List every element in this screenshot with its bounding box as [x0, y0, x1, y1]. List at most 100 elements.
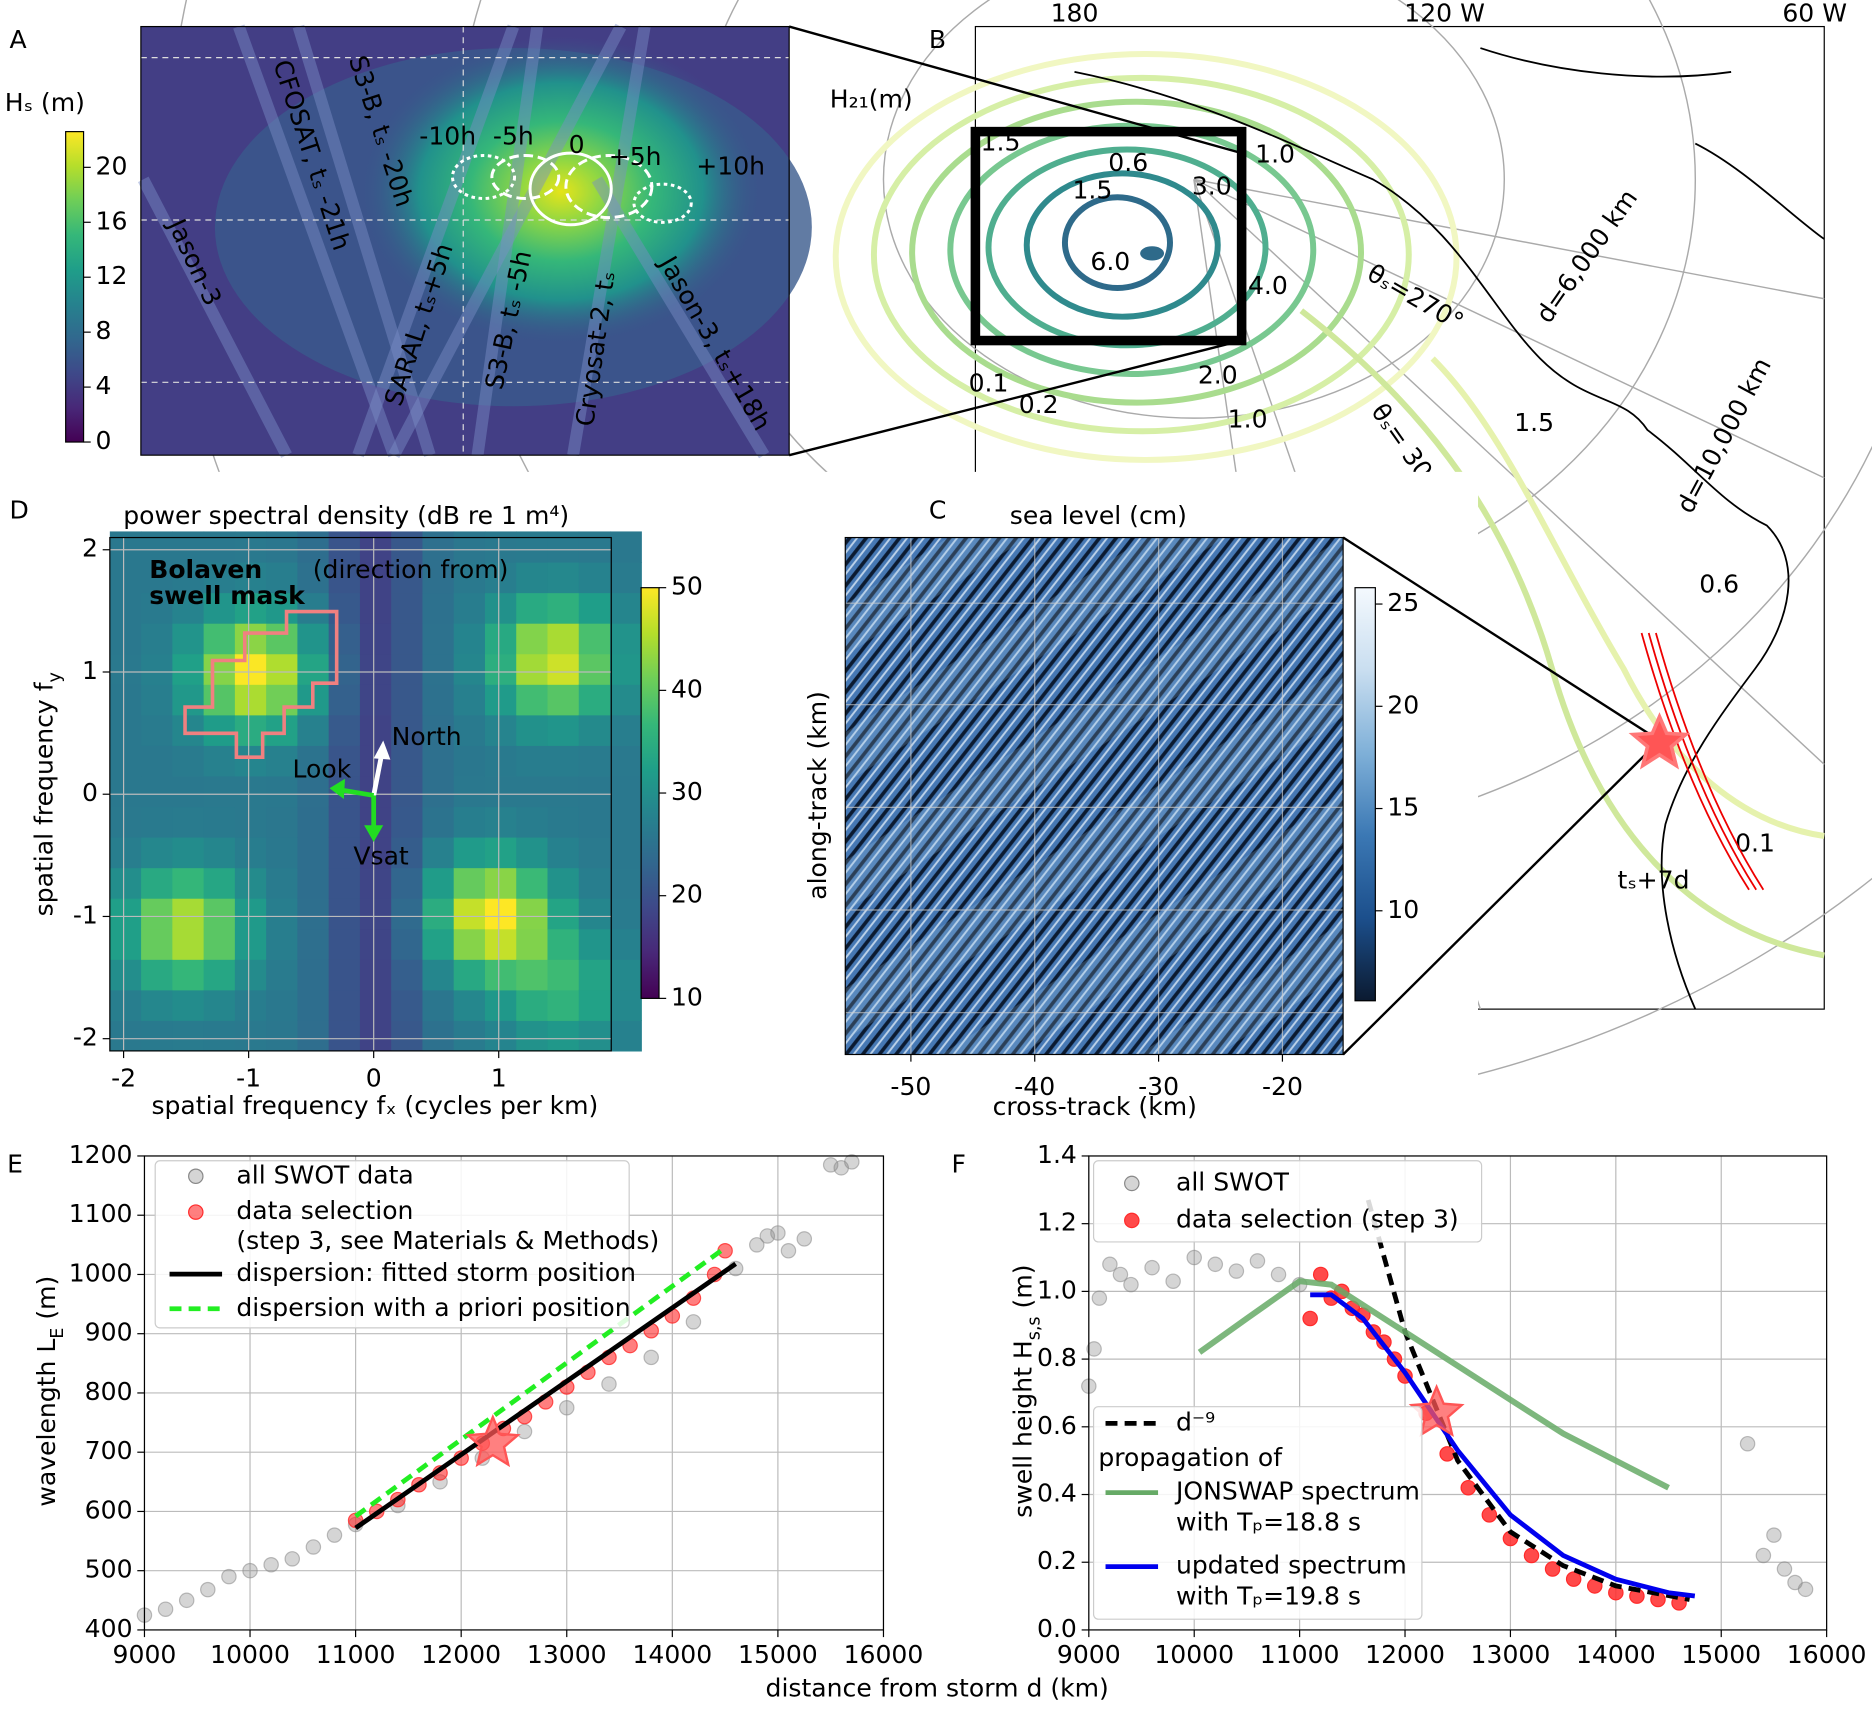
contour-label: 4.0 — [1248, 271, 1288, 300]
data-point — [749, 1237, 765, 1253]
x-tick-label: 15000 — [738, 1640, 818, 1669]
heatmap-cell — [359, 531, 392, 563]
heatmap-cell — [328, 745, 361, 777]
heatmap-cell — [547, 561, 580, 594]
data-line — [1310, 1292, 1696, 1599]
heatmap-cell — [578, 806, 611, 838]
y-tick-label: 1.4 — [1037, 1140, 1077, 1169]
heatmap-cell — [234, 898, 267, 930]
heatmap-cell — [610, 928, 642, 960]
legend-label: dispersion with a priori position — [236, 1293, 630, 1322]
y-tick-label: 1.0 — [1037, 1275, 1077, 1304]
heatmap-cell — [391, 989, 424, 1021]
data-point — [1544, 1561, 1561, 1577]
arrow-head — [364, 825, 384, 842]
y-tick-label: 900 — [85, 1318, 133, 1347]
heatmap-cell — [453, 714, 486, 746]
data-point — [1086, 1341, 1102, 1357]
heatmap-cell — [484, 837, 517, 869]
data-point — [601, 1376, 617, 1392]
heatmap-cell — [172, 653, 205, 685]
legend-label: all SWOT — [1176, 1167, 1290, 1196]
heatmap-cell — [453, 531, 486, 563]
heatmap-cell — [453, 623, 486, 655]
colorbar-tick-label: 10 — [1387, 895, 1419, 924]
swell-front — [1640, 632, 1750, 891]
colorbar-tick-label: 16 — [96, 206, 128, 235]
heatmap-cell — [610, 561, 642, 594]
heatmap-cell — [610, 867, 642, 899]
frame — [140, 25, 790, 456]
heatmap-cell — [266, 898, 299, 930]
x-tick-label: 14000 — [1576, 1640, 1656, 1669]
colorbar-tick-label: 25 — [1387, 588, 1419, 617]
heatmap-cell — [391, 1020, 424, 1052]
heatmap-cell — [547, 989, 580, 1021]
frame — [1088, 1155, 1828, 1631]
heatmap-cell — [266, 531, 299, 563]
heatmap-cell — [391, 653, 424, 685]
data-point — [1739, 1435, 1756, 1452]
heatmap-cell — [234, 837, 267, 869]
heatmap-cell — [266, 867, 299, 899]
data-point — [1091, 1290, 1108, 1306]
heatmap-cell — [266, 592, 299, 624]
data-point — [305, 1539, 322, 1555]
heatmap-cell — [453, 653, 486, 685]
data-point — [796, 1231, 813, 1247]
heatmap-cell — [109, 898, 142, 930]
heatmap-cell — [203, 806, 236, 838]
heatmap-cell — [516, 561, 549, 594]
contour-label: 3.0 — [1192, 172, 1232, 201]
data-point — [1165, 1273, 1181, 1289]
heatmap-cell — [484, 867, 517, 899]
heatmap-cell — [203, 745, 236, 777]
contour-label: 0.2 — [1019, 390, 1059, 419]
data-point — [1207, 1256, 1224, 1273]
heatmap-cell — [516, 1020, 549, 1052]
heatmap-cell — [141, 898, 173, 930]
data-point — [178, 1592, 195, 1609]
heatmap-cell — [422, 1020, 455, 1052]
heatmap-cell — [516, 714, 549, 746]
heatmap-cell — [359, 684, 392, 716]
annotation: Look — [293, 754, 352, 783]
heatmap-cell — [610, 592, 642, 624]
heatmap-cell — [203, 898, 236, 930]
legend-label: dispersion: fitted storm position — [236, 1258, 636, 1287]
heatmap-cell — [359, 898, 392, 930]
heatmap-cell — [516, 684, 549, 716]
heatmap-cell — [297, 928, 330, 960]
y-tick-label: 1.2 — [1037, 1208, 1077, 1237]
x-tick-label: 13000 — [527, 1640, 607, 1669]
heatmap-cell — [266, 684, 299, 716]
heatmap-cell — [422, 806, 455, 838]
contour-label: +5h — [609, 142, 662, 171]
heatmap-cell — [203, 653, 236, 685]
storm-marker — [1628, 712, 1691, 770]
contour — [1299, 308, 1825, 959]
y-axis-label-part: wavelength L — [32, 1339, 61, 1507]
heatmap-cell — [266, 653, 299, 685]
panel-letter: A — [10, 25, 27, 54]
heatmap-cell — [109, 928, 142, 960]
heatmap-cell — [141, 959, 173, 991]
heatmap-cell — [328, 684, 361, 716]
legend — [1092, 1406, 1423, 1620]
heatmap-cell — [484, 745, 517, 777]
frame — [844, 536, 1344, 1056]
heatmap-cell — [297, 959, 330, 991]
heatmap-cell — [109, 592, 142, 624]
heatmap-cell — [453, 775, 486, 808]
heatmap-cell — [297, 989, 330, 1021]
heatmap-cell — [328, 623, 361, 655]
colorbar-tick-label: 4 — [96, 371, 112, 400]
heatmap-cell — [578, 775, 611, 808]
graticule — [1193, 178, 1825, 765]
contour-label: 6.0 — [1090, 247, 1130, 276]
heatmap-cell — [422, 684, 455, 716]
heatmap-cell — [141, 1020, 173, 1052]
heatmap-cell — [516, 653, 549, 685]
heatmap-cell — [266, 806, 299, 838]
heatmap-cell — [516, 745, 549, 777]
